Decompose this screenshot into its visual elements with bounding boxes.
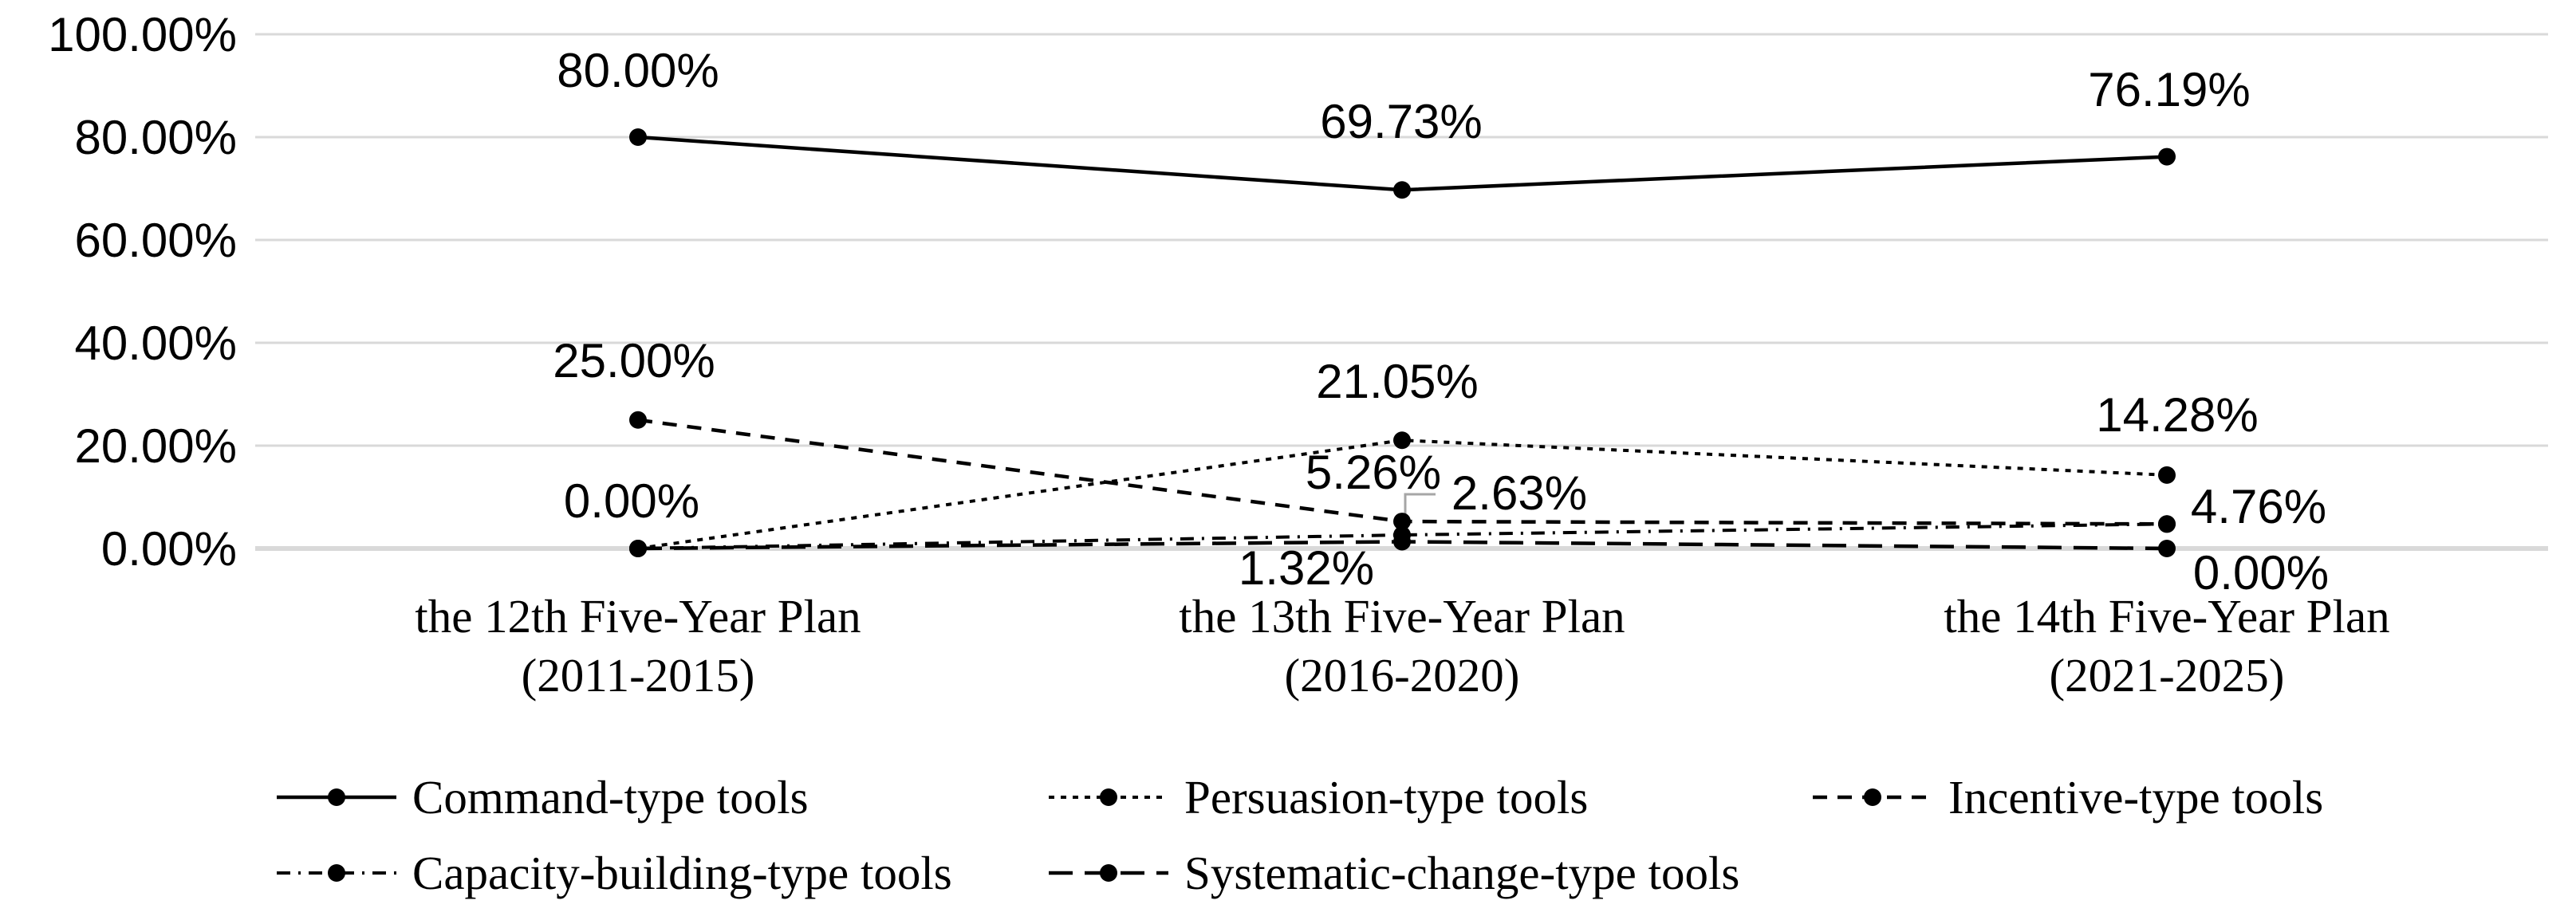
legend-line-sample-solid-icon: [277, 788, 396, 806]
legend-marker-dot-icon: [1100, 864, 1117, 882]
legend-marker-dot-icon: [328, 788, 345, 806]
plot-area: 100.00% 80.00% 60.00% 40.00% 20.00% 0.00% 80.0…: [48, 8, 2548, 702]
legend-item-persuasion-type-tools: Persuasion-type tools: [1049, 770, 1589, 824]
data-label: 2.63%: [1451, 466, 1587, 520]
legend-item-incentive-type-tools: Incentive-type tools: [1813, 770, 2324, 824]
data-label: 5.26%: [1306, 446, 1441, 499]
legend-label: Persuasion-type tools: [1184, 770, 1589, 824]
y-axis-tick-label: 20.00%: [75, 419, 238, 473]
data-point-marker: [2158, 515, 2176, 533]
y-axis-tick-label: 60.00%: [75, 214, 238, 267]
data-label: 69.73%: [1320, 95, 1483, 148]
legend-label: Command-type tools: [412, 770, 809, 824]
data-label: 1.32%: [1239, 541, 1374, 595]
category-label-line2: (2011-2015): [522, 649, 755, 702]
legend-line-sample-longdash-icon: [1049, 864, 1168, 882]
legend-line-sample-dashed-icon: [1813, 788, 1932, 806]
data-point-marker: [1393, 513, 1411, 531]
legend-label: Systematic-change-type tools: [1184, 846, 1740, 899]
legend-line-sample-dotted-icon: [1049, 788, 1168, 806]
category-label-line1: the 13th Five-Year Plan: [1179, 590, 1625, 643]
legend-item-command-type-tools: Command-type tools: [277, 770, 809, 824]
data-label: 21.05%: [1316, 355, 1479, 408]
data-point-marker: [629, 128, 647, 146]
legend-label: Incentive-type tools: [1948, 770, 2324, 824]
y-axis-tick-label: 80.00%: [75, 111, 238, 164]
category-label-line1: the 14th Five-Year Plan: [1944, 590, 2389, 643]
legend-marker-dot-icon: [1864, 788, 1881, 806]
data-point-marker: [2158, 540, 2176, 557]
data-point-marker: [629, 411, 647, 429]
y-axis-tick-label: 40.00%: [75, 316, 238, 370]
legend-item-capacity-building-type-tools: Capacity-building-type tools: [277, 846, 952, 899]
data-label: 14.28%: [2096, 388, 2259, 442]
legend-label: Capacity-building-type tools: [412, 846, 952, 899]
data-point-marker: [1393, 533, 1411, 551]
legend-marker-dot-icon: [1100, 788, 1117, 806]
data-label: 76.19%: [2088, 63, 2251, 116]
data-point-marker: [2158, 466, 2176, 484]
category-label-line2: (2016-2020): [1285, 649, 1520, 702]
data-label: 0.00%: [2193, 546, 2329, 600]
data-point-marker: [629, 540, 647, 557]
legend-line-sample-dashdot-icon: [277, 864, 396, 882]
legend-item-systematic-change-type-tools: Systematic-change-type tools: [1049, 846, 1740, 899]
category-label-line1: the 12th Five-Year Plan: [415, 590, 861, 643]
legend-marker-dot-icon: [328, 864, 345, 882]
y-axis-tick-label: 100.00%: [48, 8, 237, 61]
data-point-marker: [2158, 147, 2176, 166]
category-label-line2: (2021-2025): [2050, 649, 2285, 702]
data-point-marker: [1393, 181, 1411, 199]
y-axis-tick-label: 0.00%: [101, 522, 237, 576]
data-point-marker: [1393, 431, 1411, 450]
data-label: 4.76%: [2191, 480, 2326, 533]
series-line-persuasion-type-tools: [637, 438, 2168, 550]
data-label: 25.00%: [553, 334, 715, 387]
data-label: 0.00%: [564, 474, 699, 528]
data-label: 80.00%: [557, 44, 719, 97]
